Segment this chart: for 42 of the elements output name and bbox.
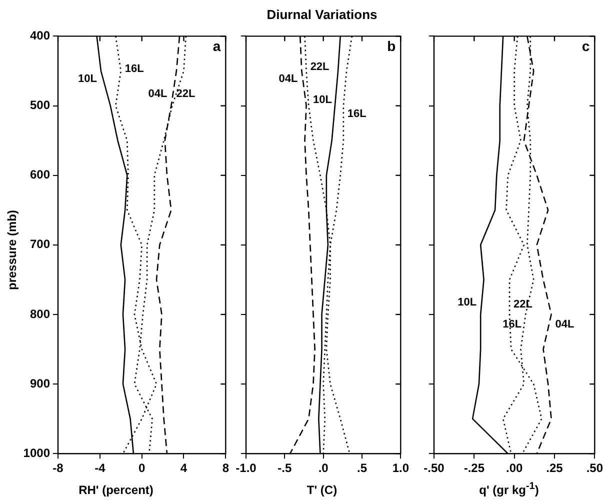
x-tick-label: .50 (586, 461, 604, 476)
x-tick-label: .25 (546, 461, 564, 476)
x-tick-label: .5 (356, 461, 368, 476)
annotation: b (387, 38, 396, 54)
x-tick-label: -.5 (278, 461, 292, 476)
x-tick-label: -1.0 (236, 461, 257, 476)
y-axis-title: pressure (mb) (5, 210, 19, 290)
series-label: 10L (78, 73, 98, 86)
x-tick-label: .00 (506, 461, 523, 476)
series-label: 22L (514, 298, 533, 310)
y-tick-label: 900 (30, 376, 50, 390)
x-axis-title: RH' (percent) (78, 483, 154, 497)
series-label: 22L (176, 88, 196, 100)
y-tick-label: 1000 (23, 446, 50, 460)
x-tick-label: -.25 (464, 461, 485, 476)
x-axis-title: T' (C) (306, 483, 338, 497)
series-label: 10L (312, 94, 332, 106)
x-tick-label: .0 (318, 461, 329, 476)
y-tick-label: 600 (30, 168, 50, 182)
y-tick-label: 700 (30, 237, 50, 252)
series-label: 10L (458, 296, 477, 308)
x-tick-label: -8 (52, 461, 64, 476)
series-label: 22L (310, 61, 330, 74)
annotation: c (582, 38, 590, 54)
x-tick-label: 1.0 (392, 461, 410, 476)
series-label: 04L (555, 318, 575, 330)
series-label: 16L (347, 108, 367, 120)
x-tick-label: -.50 (424, 461, 445, 476)
x-tick-label: 4 (180, 461, 188, 476)
x-tick-label: 8 (222, 461, 230, 476)
series-label: 16L (502, 318, 522, 330)
y-tick-label: 400 (30, 28, 50, 43)
x-tick-label: -4 (94, 461, 106, 476)
y-tick-label: 500 (30, 98, 50, 112)
x-axis-title: q' (gr kg$^{-1}$) (478, 481, 540, 497)
chart-title: Diurnal Variations (266, 6, 378, 24)
y-tick-label: 800 (30, 306, 50, 321)
series-label: 04L (278, 73, 298, 86)
series-label: 16L (124, 63, 144, 76)
x-tick-label: 0 (138, 461, 146, 476)
annotation: a (212, 38, 221, 54)
series-label: 04L (148, 88, 168, 100)
